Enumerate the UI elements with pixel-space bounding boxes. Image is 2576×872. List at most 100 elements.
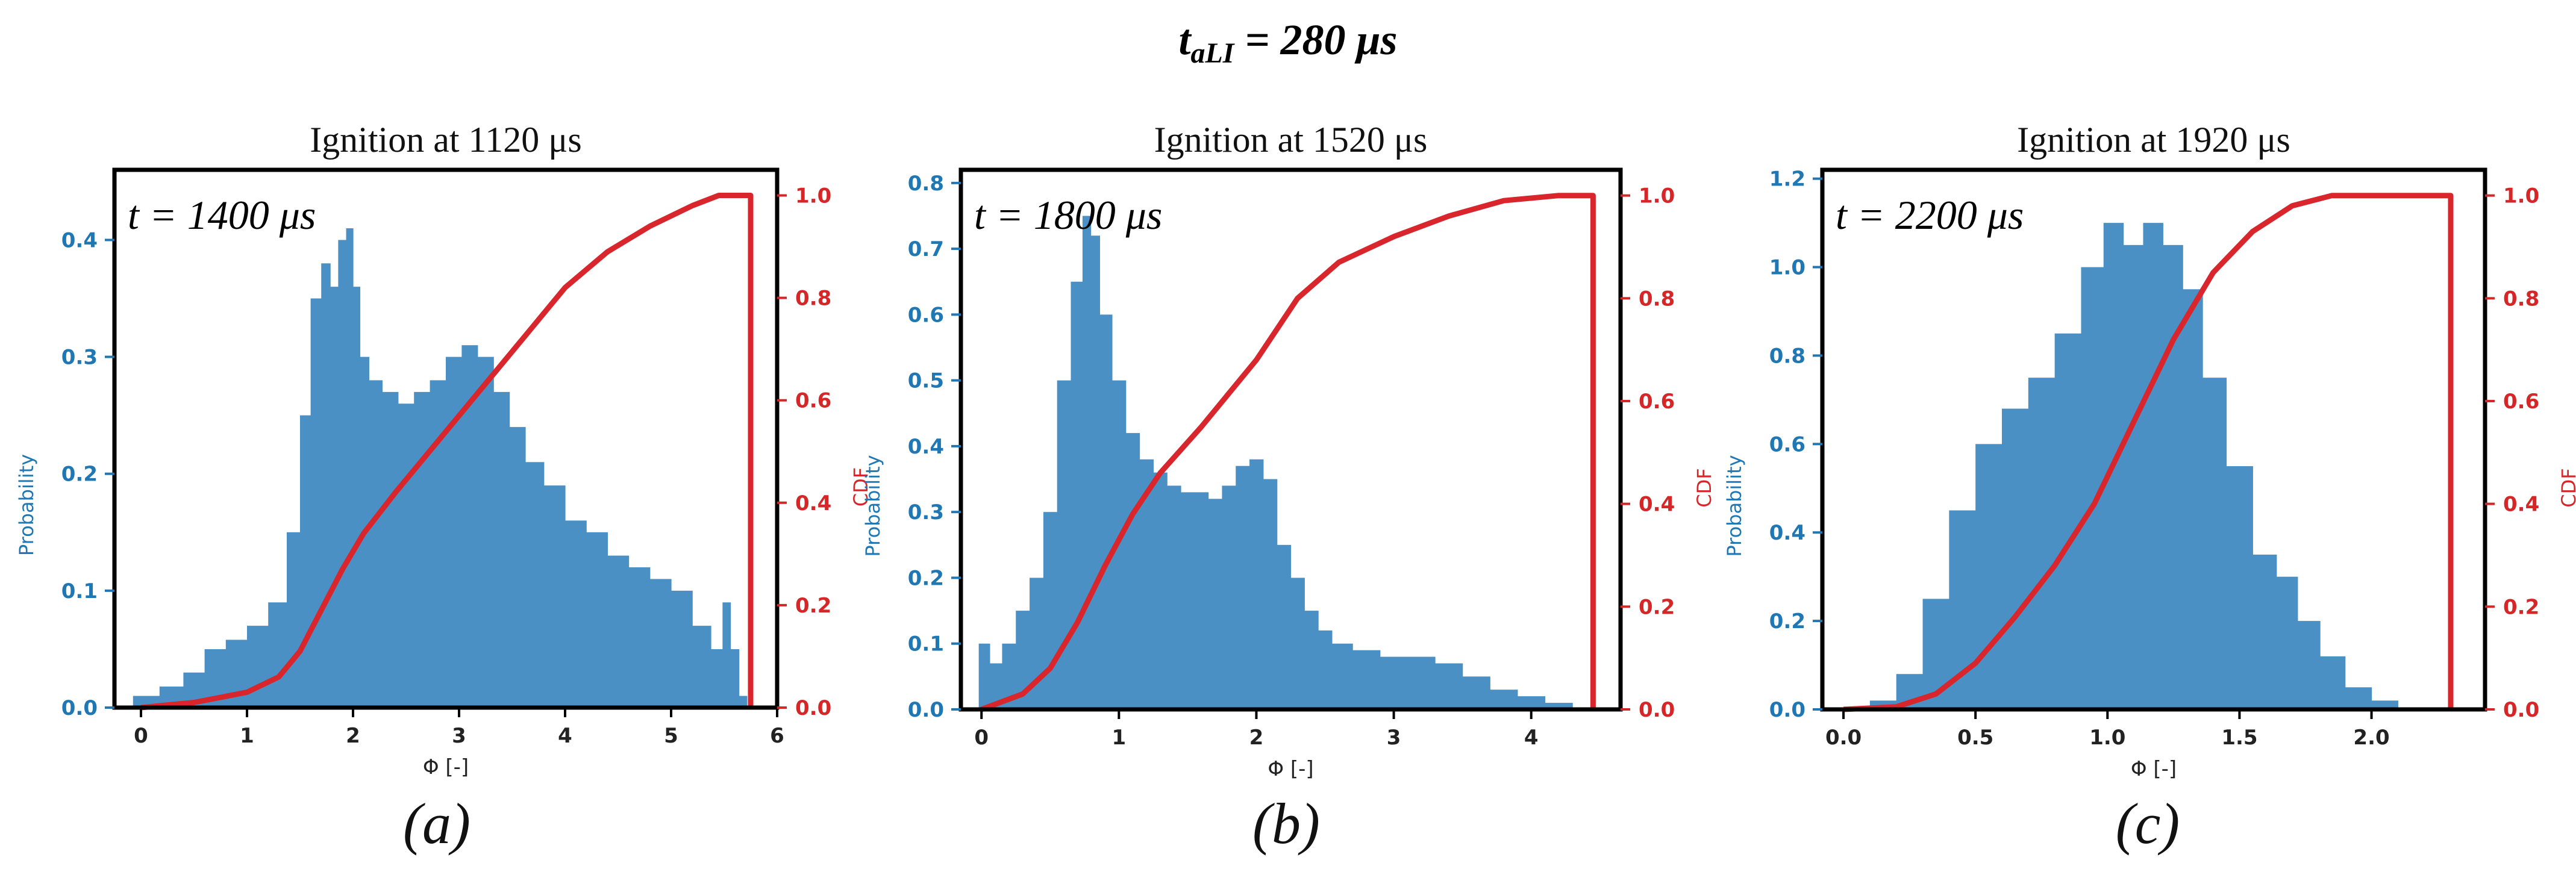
y-tick-label: 0.5 — [908, 369, 944, 393]
y2-axis-label: CDF — [2557, 468, 2576, 507]
x-tick-label: 2 — [1249, 726, 1264, 750]
x-tick-label: 0.0 — [1825, 726, 1862, 750]
histogram-bar — [353, 287, 361, 708]
y2-tick-label: 0.8 — [795, 287, 831, 311]
histogram-bar — [1153, 472, 1168, 709]
histogram-bar — [1490, 690, 1518, 709]
cdf-line — [140, 193, 754, 711]
y2-tick-label: 1.0 — [795, 184, 831, 208]
histogram-bar — [1462, 676, 1490, 709]
histogram-bar — [321, 263, 331, 708]
panel-title: Ignition at 1520 μs — [1154, 120, 1428, 160]
y2-tick-label: 1.0 — [1639, 184, 1675, 208]
histogram-bar — [1407, 656, 1436, 709]
histogram-bar — [338, 240, 347, 708]
y-axis-label: Probability — [861, 455, 884, 556]
histogram-bar — [1517, 696, 1546, 709]
histogram-bar — [1057, 380, 1072, 709]
x-tick-label: 3 — [1387, 726, 1401, 750]
y2-tick-label: 0.6 — [795, 389, 831, 413]
histogram-bar — [1139, 459, 1154, 709]
y-tick-label: 0.2 — [908, 566, 944, 590]
histogram-bar — [2345, 687, 2372, 709]
histogram-bar — [414, 391, 431, 708]
suptitle-subscript: aLI — [1190, 37, 1235, 69]
time-annotation: t = 1400 μs — [128, 192, 316, 238]
histogram-bar — [2183, 289, 2203, 710]
y-tick-label: 0.6 — [1769, 432, 1805, 456]
x-tick-label: 5 — [664, 724, 678, 748]
y-tick-label: 0.2 — [61, 462, 98, 487]
x-tick-label: 0.5 — [1957, 726, 1993, 750]
histogram-bar — [1222, 485, 1236, 709]
x-tick-label: 6 — [770, 724, 784, 748]
cdf-line — [980, 193, 1596, 712]
y2-tick-label: 0.0 — [795, 696, 831, 720]
y-tick-label: 0.6 — [908, 303, 944, 327]
histogram-bar — [1290, 578, 1305, 709]
x-tick-label: 2.0 — [2353, 726, 2389, 750]
histogram-bar — [509, 427, 526, 708]
panel-label: (c) — [2116, 791, 2180, 856]
histogram-bar — [330, 287, 339, 708]
x-axis-label: Φ [-] — [423, 755, 469, 779]
y-tick-label: 0.1 — [61, 579, 98, 603]
histogram-bar — [2252, 554, 2277, 709]
panel-label: (a) — [403, 791, 470, 856]
plot-frame — [1820, 167, 2487, 712]
histogram-bar — [607, 555, 630, 708]
y-tick-label: 0.3 — [61, 346, 98, 370]
chart-panel-3: 0.0 0.5 1.0 1.5 2.0 0.0 0.2 0.4 0.6 0.8 1.0 1.2 0.0 0… — [1723, 120, 2576, 856]
histogram-bar — [2163, 244, 2183, 710]
histogram-bar — [989, 663, 1003, 709]
histogram-bar — [1016, 611, 1030, 709]
x-tick-label: 4 — [558, 724, 572, 748]
histogram-bar — [2123, 244, 2144, 710]
histogram-bar — [2320, 656, 2346, 709]
histogram-bar — [1002, 643, 1016, 709]
histogram-bar — [1975, 444, 2002, 709]
y-tick-label: 0.7 — [908, 237, 944, 261]
histogram-bar — [1249, 459, 1264, 709]
y-tick-label: 0.2 — [1769, 609, 1805, 634]
histogram-bars — [1843, 223, 2398, 710]
x-tick-label: 0 — [974, 726, 989, 750]
histogram-bar — [1352, 650, 1381, 709]
figure-suptitle: taLI = 280 μs — [1178, 16, 1397, 69]
y-tick-label: 0.8 — [1769, 344, 1805, 368]
x-axis-label: Φ [-] — [1268, 757, 1313, 781]
histogram-bar — [1263, 479, 1278, 709]
y2-tick-label: 0.4 — [1639, 493, 1675, 517]
histogram-bar — [2002, 408, 2029, 709]
histogram-bar — [1167, 485, 1181, 709]
y2-tick-label: 0.0 — [2503, 698, 2539, 722]
histogram-bar — [310, 298, 322, 708]
histogram-bar — [1125, 433, 1140, 709]
histogram-bar — [287, 532, 301, 708]
x-tick-label: 2 — [346, 724, 360, 748]
chart-panel-2: 0 1 2 3 4 0.0 0.1 0.2 0.3 0.4 0.5 0.6 0.7 0.8 0.0 0.2 0.… — [861, 120, 1716, 856]
histogram-bar — [1071, 281, 1083, 709]
panel-title: Ignition at 1120 μs — [310, 120, 582, 160]
y-tick-label: 0.4 — [908, 435, 944, 459]
suptitle-value: = 280 μs — [1234, 16, 1397, 64]
y-tick-label: 0.8 — [908, 172, 944, 196]
x-tick-label: 1.5 — [2221, 726, 2257, 750]
y-tick-label: 1.0 — [1769, 256, 1805, 280]
histogram-bars — [133, 228, 748, 708]
y2-tick-label: 0.2 — [1639, 595, 1675, 619]
histogram-bar — [1043, 512, 1058, 709]
histogram-bar — [1030, 578, 1044, 709]
histogram-bar — [2202, 378, 2227, 709]
y2-tick-label: 0.4 — [2503, 493, 2539, 517]
y2-tick-label: 0.6 — [2503, 390, 2539, 414]
histogram-bar — [525, 462, 545, 708]
y2-tick-label: 1.0 — [2503, 184, 2539, 208]
histogram-bar — [739, 696, 748, 708]
y-tick-label: 0.4 — [1769, 521, 1805, 545]
histogram-bar — [300, 415, 311, 708]
x-tick-label: 4 — [1524, 726, 1539, 750]
histogram-bar — [1277, 544, 1292, 709]
histogram-bar — [1318, 630, 1333, 709]
histogram-bar — [1380, 656, 1408, 709]
